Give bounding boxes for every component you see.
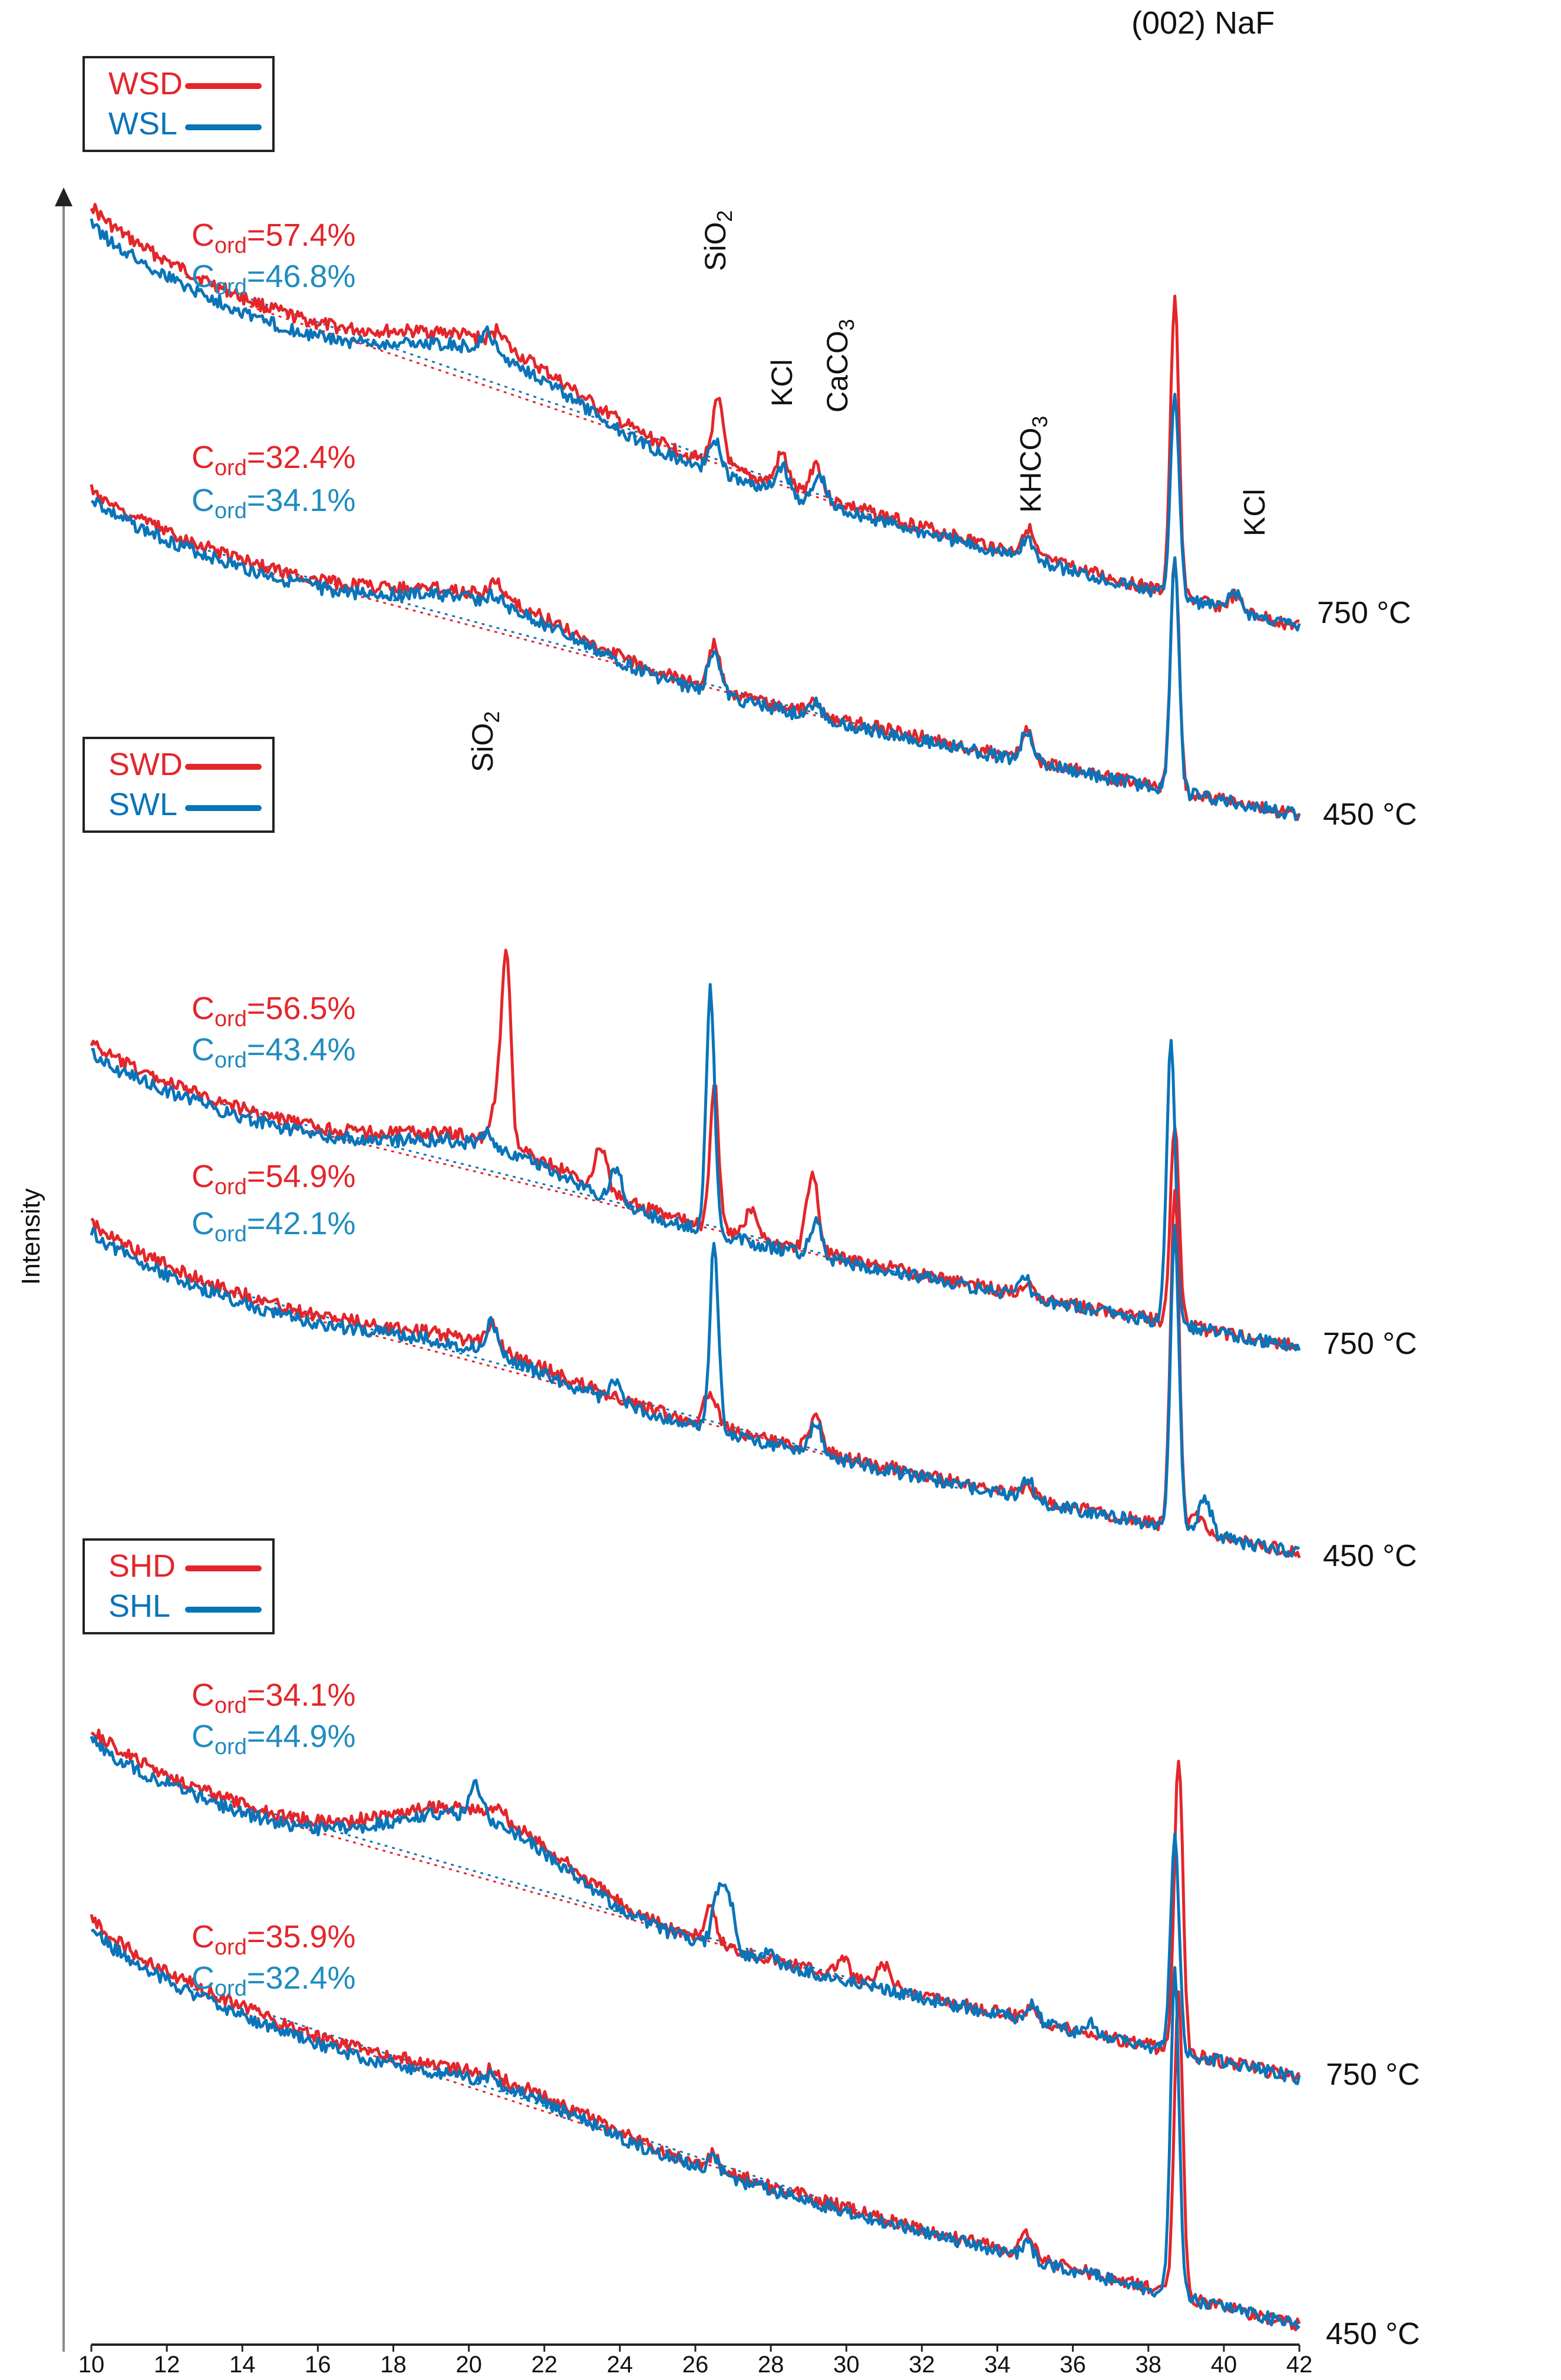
legend-swatch-swl (185, 805, 262, 811)
y-axis-arrow (55, 187, 72, 206)
cord-swl-750: Cord=43.4% (192, 1032, 356, 1073)
x-tick-label: 20 (456, 2352, 482, 2378)
x-tick-label: 22 (531, 2352, 558, 2378)
legend-swatch-shl (185, 1607, 262, 1613)
background-line (185, 543, 960, 753)
cord-shl-750: Cord=44.9% (192, 1719, 356, 1759)
legend-label-swd: SWD (108, 747, 183, 782)
series-line-wsl-750-c (90, 218, 1301, 632)
legend-swatch-swd (185, 764, 262, 770)
x-tick-label: 14 (229, 2352, 256, 2378)
x-tick-label: 38 (1135, 2352, 1162, 2378)
series-line-swd-750-c (90, 948, 1301, 1351)
legend-sh: SHD SHL (82, 1538, 275, 1634)
cord-swd-450: Cord=54.9% (192, 1159, 356, 1199)
y-axis-label: Intensity (16, 1188, 45, 1285)
legend-swatch-shd (185, 1565, 262, 1571)
cord-swd-750: Cord=56.5% (192, 991, 356, 1031)
cord-wsl-450: Cord=34.1% (192, 483, 356, 523)
temp-label-sh-450: 450 °C (1326, 2317, 1420, 2351)
peak-label-khco3: KHCO3 (1014, 416, 1052, 513)
legend-swatch-wsl (185, 124, 262, 130)
x-tick-label: 16 (305, 2352, 331, 2378)
legend-label-wsl: WSL (108, 106, 178, 141)
legend-label-swl: SWL (108, 787, 178, 822)
x-tick-label: 26 (682, 2352, 709, 2378)
x-tick-label: 28 (757, 2352, 784, 2378)
x-tick-label: 24 (606, 2352, 633, 2378)
legend-label-shl: SHL (108, 1588, 171, 1624)
x-tick-label: 36 (1060, 2352, 1086, 2378)
x-tick-label: 42 (1286, 2352, 1313, 2378)
peak-label-caco3: CaCO3 (821, 319, 859, 413)
series-line-wsd-750-c (90, 203, 1300, 631)
peak-label-kcl-2: KCl (1238, 489, 1271, 536)
temp-label-sh-750: 750 °C (1326, 2058, 1420, 2092)
x-tick-label: 30 (833, 2352, 860, 2378)
x-tick-label: 32 (909, 2352, 935, 2378)
background-line (242, 1810, 922, 2002)
legend-label-wsd: WSD (108, 66, 183, 101)
x-tick-label: 34 (984, 2352, 1011, 2378)
temp-label-sw-450: 450 °C (1323, 1539, 1417, 1573)
cord-wsl-750: Cord=46.8% (192, 259, 356, 299)
series-line-wsl-450-c (90, 497, 1300, 822)
cord-shd-750: Cord=34.1% (192, 1677, 356, 1718)
cord-swl-450: Cord=42.1% (192, 1206, 356, 1247)
temp-label-ws-450: 450 °C (1323, 797, 1417, 832)
series-line-swl-750-c (91, 983, 1301, 1352)
legend-swatch-wsd (185, 83, 262, 89)
cord-shd-450: Cord=35.9% (192, 1919, 356, 1960)
peak-label-sio2-mid: SiO2 (466, 711, 504, 772)
traces (90, 203, 1301, 2332)
x-tick-label: 10 (78, 2352, 105, 2378)
cord-wsd-450: Cord=32.4% (192, 440, 356, 480)
legend-label-shd: SHD (108, 1548, 176, 1584)
series-line-shl-750-c (90, 1735, 1301, 2085)
cord-shl-450: Cord=32.4% (192, 1960, 356, 2001)
x-tick-label: 18 (380, 2352, 407, 2378)
legend-ws: WSD WSL (82, 56, 275, 152)
temp-label-sw-750: 750 °C (1323, 1327, 1417, 1361)
x-tick-label: 12 (153, 2352, 180, 2378)
series-line-shl-450-c (90, 1929, 1301, 2330)
axes (55, 187, 1301, 2352)
series-line-swl-450-c (90, 1224, 1301, 1558)
legend-sw: SWD SWL (82, 737, 275, 833)
temp-label-ws-750: 750 °C (1317, 596, 1411, 630)
cord-wsd-750: Cord=57.4% (192, 217, 356, 258)
peak-label-sio2-top: SiO2 (699, 210, 737, 271)
peak-label-kcl-1: KCl (765, 359, 798, 407)
peak-label-naf: (002) NaF (1131, 5, 1275, 41)
x-tick-label: 40 (1210, 2352, 1237, 2378)
